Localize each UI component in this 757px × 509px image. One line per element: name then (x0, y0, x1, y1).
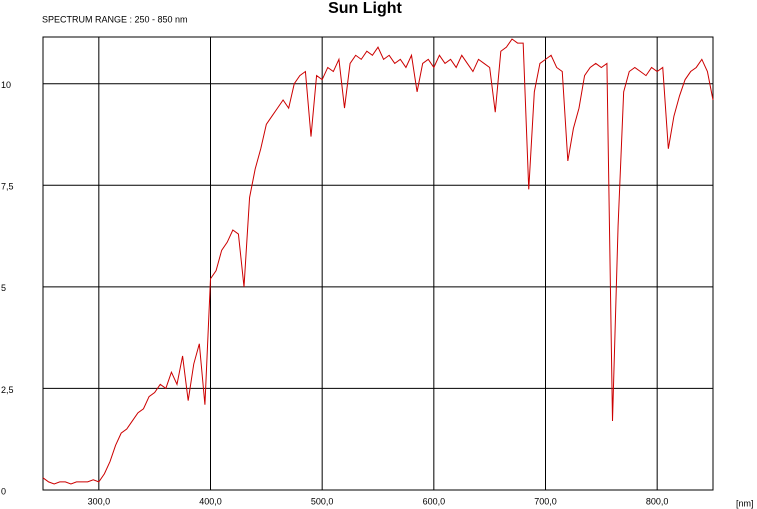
x-tick-label: 700,0 (534, 496, 557, 506)
y-tick-label: 7,5 (1, 182, 14, 192)
x-tick-label: 500,0 (311, 496, 334, 506)
y-tick-label: 0 (1, 486, 6, 496)
plot-frame (42, 36, 714, 491)
x-tick-label: 800,0 (646, 496, 669, 506)
y-tick-label: 10 (1, 80, 11, 90)
y-tick-label: 2,5 (1, 385, 14, 395)
x-tick-label: 600,0 (423, 496, 446, 506)
y-tick-label: 5 (1, 283, 6, 293)
chart-subtitle: SPECTRUM RANGE : 250 - 850 nm (42, 14, 188, 24)
x-tick-label: 300,0 (88, 496, 111, 506)
x-axis-label: [nm] (736, 498, 754, 508)
chart-title: Sun Light (328, 0, 402, 17)
data-line (42, 38, 714, 485)
x-tick-label: 400,0 (199, 496, 222, 506)
